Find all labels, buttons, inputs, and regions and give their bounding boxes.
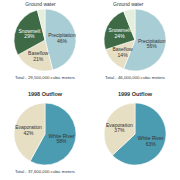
pie-slice bbox=[37, 9, 45, 40]
chart-title: 1998 Outflow bbox=[28, 91, 63, 97]
data-label: 58% bbox=[57, 138, 68, 144]
pie-chart: 1998 Outflow White River58%Evaporation42%… bbox=[14, 91, 76, 174]
category-label: Ground water bbox=[25, 1, 56, 7]
slices bbox=[14, 103, 76, 165]
pie-chart: Precipitation46%Baseflow21%Snowmelt29%Gr… bbox=[14, 1, 76, 80]
data-label: 21% bbox=[33, 56, 44, 62]
chart-subtitle: Total - 46,000,000 cubic meters bbox=[105, 75, 165, 80]
pie-slice bbox=[124, 9, 135, 40]
slice-labels: Precipitation46%Baseflow21%Snowmelt29%Gr… bbox=[18, 1, 76, 62]
slices bbox=[14, 9, 76, 71]
pie-slice bbox=[14, 10, 45, 55]
slice-labels: Precipitation56%Baseflow14%Snowmelt24%Gr… bbox=[109, 1, 166, 58]
slices bbox=[104, 103, 166, 165]
data-label: 24% bbox=[115, 33, 126, 39]
chart-title: 1999 Outflow bbox=[118, 91, 153, 97]
chart-subtitle: Total - 29,500,000 cubic meters bbox=[15, 75, 75, 80]
slice-labels: White River63%Evaporation37% bbox=[106, 122, 164, 147]
data-label: 56% bbox=[147, 43, 158, 49]
pie-chart: 1999 Outflow White River63%Evaporation37% bbox=[104, 91, 166, 165]
data-label: 42% bbox=[23, 130, 34, 136]
data-label: 37% bbox=[114, 127, 125, 133]
slices bbox=[104, 9, 166, 71]
figure: Precipitation46%Baseflow21%Snowmelt29%Gr… bbox=[0, 0, 180, 180]
pie-slice bbox=[14, 103, 45, 161]
data-label: 46% bbox=[57, 38, 68, 44]
data-label: 63% bbox=[146, 141, 157, 147]
pie-chart: Precipitation56%Baseflow14%Snowmelt24%Gr… bbox=[104, 1, 166, 80]
chart-subtitle: Total - 37,600,000 cubic meters bbox=[15, 169, 75, 174]
slice-labels: White River58%Evaporation42% bbox=[15, 124, 75, 144]
data-label: 29% bbox=[24, 33, 35, 39]
category-label: Ground water bbox=[113, 1, 144, 7]
data-label: 14% bbox=[118, 52, 129, 58]
pie-slice bbox=[104, 103, 135, 155]
